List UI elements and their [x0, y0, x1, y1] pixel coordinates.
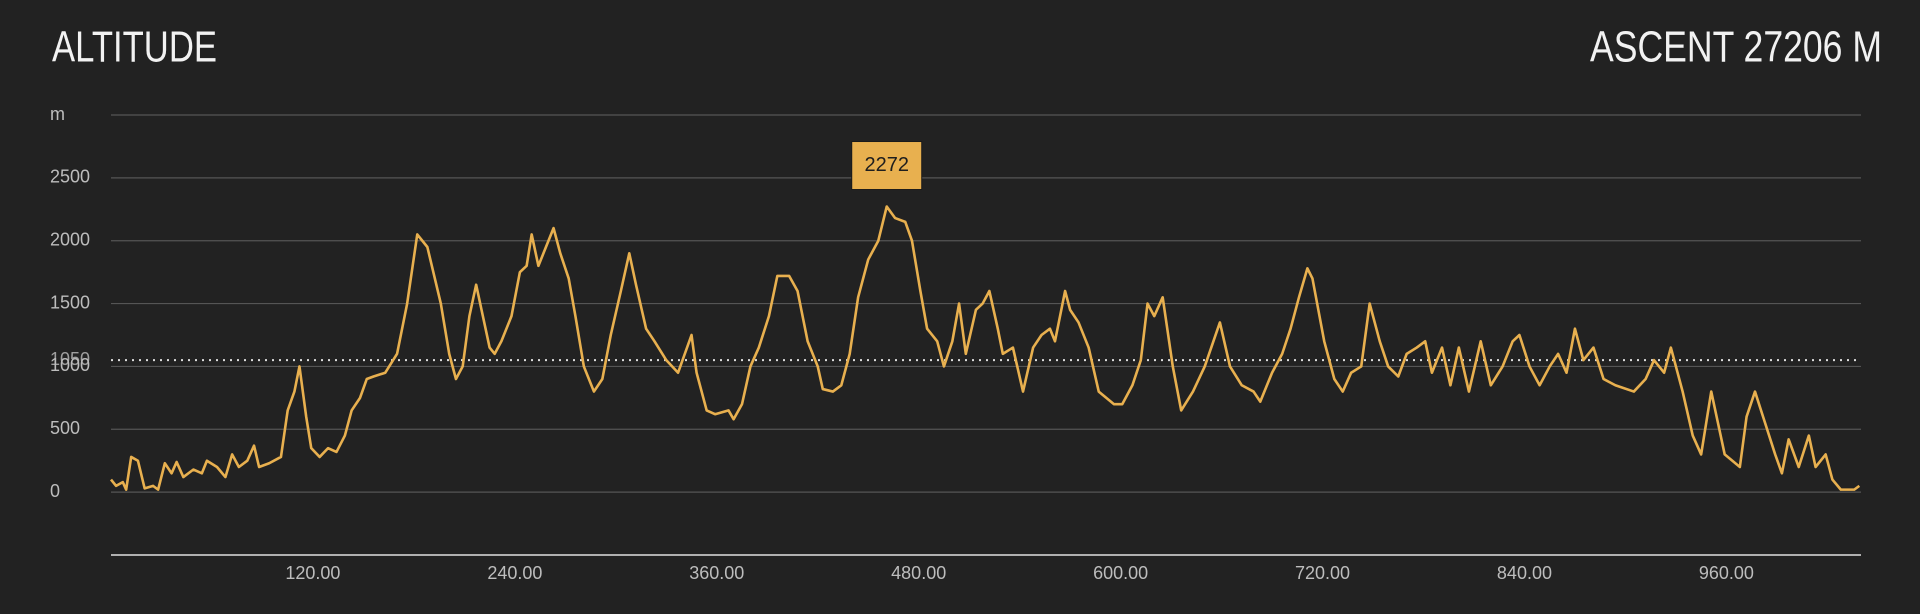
x-tick-label: 240.00	[487, 563, 542, 583]
y-tick-label: 1500	[50, 292, 90, 312]
y-tick-label: 500	[50, 418, 80, 438]
x-tick-label: 600.00	[1093, 563, 1148, 583]
y-tick-label: 1000	[50, 355, 90, 375]
altitude-line	[109, 205, 1861, 491]
x-tick-label: 120.00	[285, 563, 340, 583]
y-tick-label: 2000	[50, 229, 90, 249]
tooltip-value: 2272	[864, 154, 909, 176]
x-tick-label: 360.00	[689, 563, 744, 583]
y-tick-label: 0	[50, 481, 60, 501]
chart-title: ALTITUDE	[52, 23, 217, 72]
x-tick-label: 960.00	[1699, 563, 1754, 583]
x-tick-label: 840.00	[1497, 563, 1552, 583]
x-tick-label: 480.00	[891, 563, 946, 583]
ascent-label: ASCENT 27206 M	[1590, 23, 1882, 72]
max-tooltip: 2272	[851, 141, 923, 191]
y-tick-label: 2500	[50, 167, 90, 187]
reference-label: 1050	[50, 349, 90, 369]
tooltip-box	[851, 141, 923, 191]
x-tick-label: 720.00	[1295, 563, 1350, 583]
y-unit: m	[50, 104, 65, 124]
